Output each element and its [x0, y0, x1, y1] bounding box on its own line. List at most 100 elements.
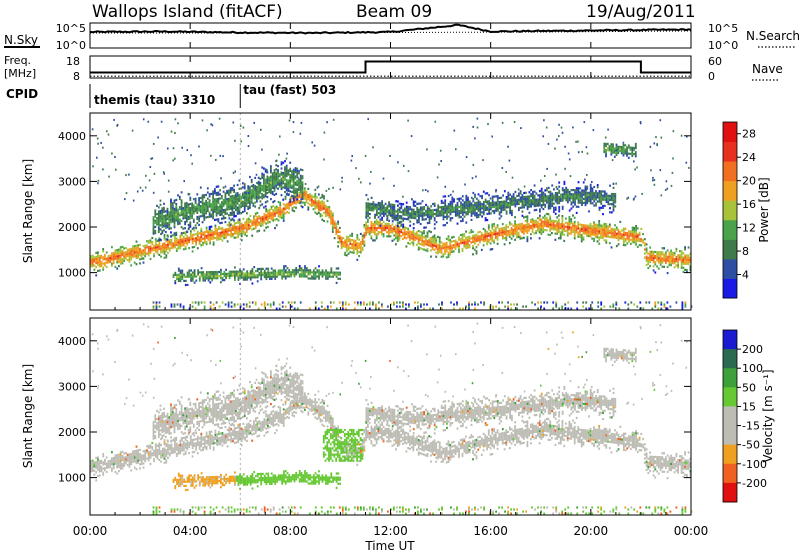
power-cell	[151, 243, 154, 246]
power-cell	[526, 203, 529, 206]
power-cell	[383, 206, 385, 209]
power-cell	[235, 204, 237, 207]
power-cell	[498, 301, 500, 304]
power-cell	[393, 210, 396, 213]
power-cell	[465, 305, 467, 308]
power-cell	[502, 206, 504, 209]
power-cell	[447, 194, 450, 198]
power-cell	[253, 221, 255, 224]
power-cell	[157, 206, 160, 209]
power-cell	[247, 217, 250, 220]
power-cell	[258, 272, 261, 275]
power-cell	[675, 256, 678, 259]
power-cell	[211, 275, 213, 278]
power-cell	[247, 201, 250, 204]
power-cell	[256, 196, 258, 199]
power-cell	[407, 227, 410, 230]
power-cell	[629, 238, 632, 241]
power-cell	[212, 190, 214, 193]
power-cell	[102, 268, 105, 271]
power-cell	[593, 239, 595, 242]
power-cell	[199, 186, 202, 189]
power-cell	[301, 181, 304, 184]
power-cell	[261, 215, 264, 218]
power-cell	[298, 273, 301, 276]
power-cell	[608, 225, 611, 228]
power-cell	[261, 189, 264, 192]
power-cell	[226, 228, 229, 231]
power-cell	[240, 230, 243, 234]
power-cell	[442, 253, 445, 256]
power-cell	[196, 217, 199, 221]
power-cell	[203, 204, 206, 207]
power-cell	[450, 301, 452, 304]
power-cell	[104, 264, 106, 267]
power-cell	[275, 159, 278, 162]
power-cell	[451, 200, 454, 203]
power-cell	[468, 301, 470, 304]
power-cell	[517, 235, 520, 239]
power-cell	[519, 227, 522, 230]
power-cell	[200, 244, 203, 247]
power-cell	[435, 237, 438, 240]
power-cell	[263, 269, 266, 272]
power-cell	[563, 197, 566, 200]
power-cell	[686, 256, 688, 259]
power-cell	[363, 242, 366, 245]
power-cell	[528, 227, 530, 230]
power-cell	[565, 190, 568, 194]
power-cell	[546, 197, 548, 200]
power-cell	[472, 204, 475, 207]
power-cell	[264, 184, 267, 187]
power-cell	[171, 214, 174, 217]
power-cell	[279, 201, 282, 204]
power-cell	[292, 187, 295, 190]
power-cell	[189, 221, 192, 224]
power-cell	[596, 186, 599, 189]
power-cell	[123, 253, 126, 256]
power-cell	[337, 237, 339, 240]
power-cell	[486, 218, 489, 222]
power-cell	[600, 196, 603, 199]
power-cell	[341, 305, 344, 308]
power-cell	[575, 187, 578, 190]
power-cell	[299, 189, 302, 192]
power-cell	[257, 193, 260, 196]
power-cell	[318, 275, 320, 278]
power-cell	[665, 253, 667, 256]
power-cell	[374, 222, 376, 226]
power-cell	[435, 208, 438, 211]
power-cell	[635, 239, 637, 242]
power-cell	[572, 214, 574, 217]
power-cell	[171, 218, 174, 221]
power-cell	[421, 243, 424, 246]
power-cell	[191, 250, 194, 253]
power-cell	[465, 230, 467, 233]
power-cell	[268, 184, 271, 187]
power-cell	[290, 271, 292, 274]
power-cell	[171, 212, 174, 215]
power-cell	[265, 226, 268, 229]
power-cell	[409, 232, 411, 235]
power-cell	[147, 254, 150, 257]
power-cell	[643, 248, 646, 251]
power-cell	[335, 267, 338, 270]
power-cell	[166, 222, 169, 225]
power-cell	[205, 236, 208, 240]
power-cell	[238, 210, 241, 213]
freq-label-1: Freq.	[4, 54, 31, 67]
power-cell	[537, 225, 539, 228]
power-cell	[154, 238, 157, 241]
power-cell	[299, 174, 302, 177]
power-cell	[615, 153, 618, 156]
power-cell	[619, 235, 622, 238]
power-cell	[603, 194, 606, 197]
power-cell	[183, 180, 185, 183]
power-cell	[624, 148, 627, 151]
frequency-panel: Freq. [MHz] 18 8 60 0 Nave	[4, 54, 783, 83]
power-cell	[291, 186, 293, 189]
power-cell	[370, 237, 373, 240]
power-cell	[232, 274, 234, 277]
power-cell	[223, 232, 225, 236]
power-cell	[386, 211, 389, 214]
